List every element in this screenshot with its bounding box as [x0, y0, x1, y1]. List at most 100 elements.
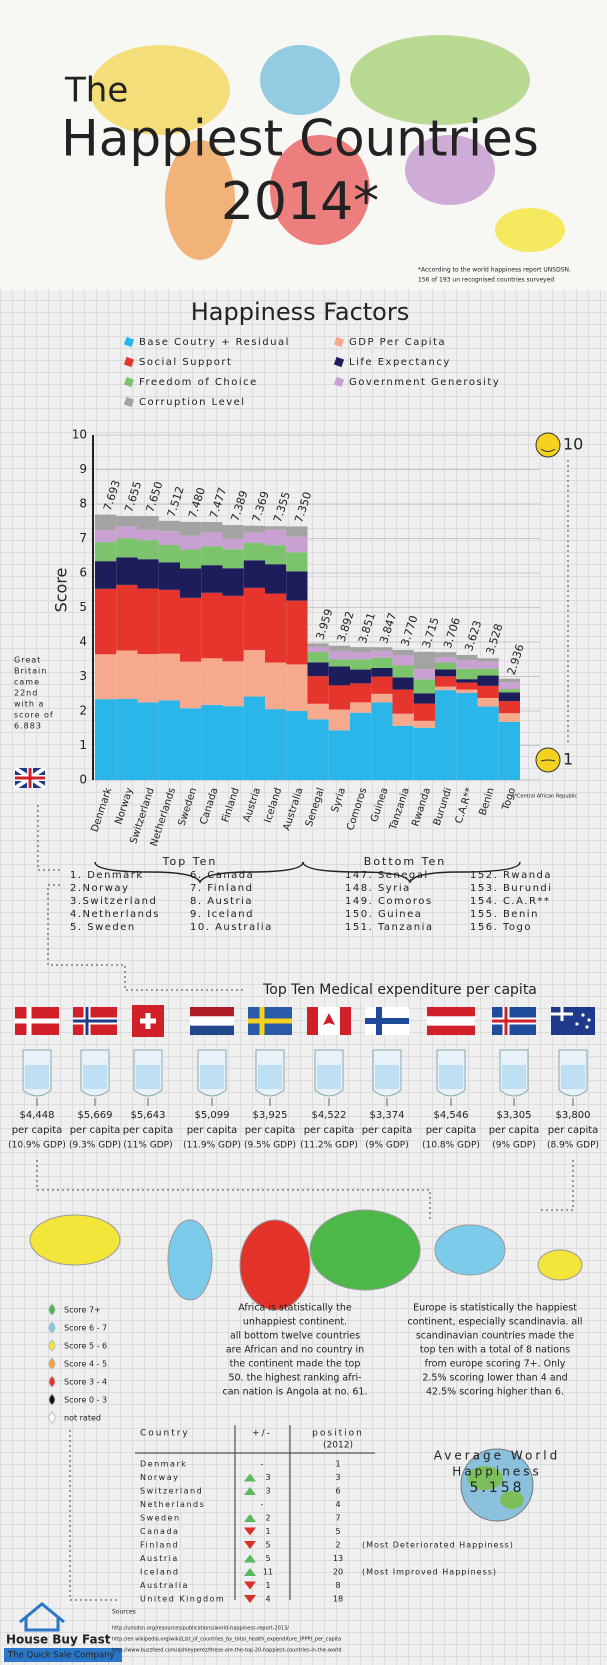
- title-line: 2014*: [221, 172, 379, 232]
- x-tick-label: Australia: [281, 786, 305, 831]
- bar-segment: [158, 562, 180, 590]
- total-label: 3.706: [441, 616, 463, 650]
- table-change: 11: [263, 1568, 273, 1577]
- y-tick-label: 4: [79, 635, 87, 649]
- title-line: The: [64, 71, 128, 111]
- tagline: The Quick Sale Company: [7, 1651, 115, 1661]
- map-legend-label: Score 5 - 6: [64, 1342, 107, 1351]
- flag-cross: [248, 1007, 292, 1035]
- bar-segment: [137, 516, 159, 530]
- bar-segment: [498, 721, 520, 780]
- map-legend-label: Score 3 - 4: [64, 1378, 107, 1387]
- flag-band: [427, 1016, 475, 1026]
- continent: [29, 1214, 121, 1266]
- flag-band: [307, 1007, 318, 1035]
- bar-segment: [456, 668, 478, 680]
- table-country: Denmark: [140, 1460, 187, 1469]
- bar-segment: [350, 683, 372, 703]
- bar-segment: [222, 661, 244, 707]
- brand: House Buy Fast: [6, 1633, 111, 1647]
- bar-segment: [265, 529, 287, 546]
- iv-fluid: [502, 1065, 526, 1089]
- bar-segment: [435, 662, 457, 670]
- table-position: 20: [333, 1568, 343, 1577]
- bar-segment: [435, 690, 457, 780]
- table-country: Sweden: [140, 1514, 181, 1523]
- country-flag: [190, 1007, 234, 1036]
- annotation: came: [14, 678, 40, 687]
- bar-segment: [116, 698, 138, 780]
- list-item: 148. Syria: [345, 883, 411, 894]
- africa-text: Africa is statistically the: [238, 1303, 352, 1314]
- africa-text: 50. the highest ranking afri-: [228, 1373, 361, 1384]
- bar-segment: [137, 559, 159, 589]
- country-flag: [365, 1007, 409, 1035]
- per-capita: per capita: [123, 1125, 174, 1136]
- bar-segment: [95, 588, 117, 655]
- braces: [94, 861, 521, 884]
- total-label: 7.350: [292, 490, 314, 524]
- bar-segment: [137, 702, 159, 780]
- bar-segment: [456, 692, 478, 780]
- table-change: 1: [265, 1581, 270, 1590]
- bar-segment: [201, 658, 223, 705]
- bar-segment: [498, 713, 520, 722]
- list-title: Top Ten: [162, 855, 218, 868]
- bar-segment: [498, 678, 520, 683]
- bar-segment: [328, 645, 350, 651]
- bar-segment: [243, 525, 265, 533]
- iv-fluid: [375, 1065, 399, 1089]
- bar-segment: [158, 589, 180, 654]
- bar-segment: [180, 549, 202, 569]
- bar-segment: [116, 515, 138, 527]
- annotation: **Central African Republic: [512, 794, 577, 800]
- table-position: 8: [335, 1581, 340, 1590]
- annotation: Great: [14, 656, 41, 665]
- bar-segment: [392, 665, 414, 678]
- annotation: Britain: [14, 667, 47, 676]
- x-tick-label: Rwanda: [410, 786, 433, 828]
- table-country: United Kingdom: [140, 1595, 225, 1604]
- bar-segment: [95, 561, 117, 589]
- x-tick-label: Denmark: [90, 786, 115, 833]
- x-tick-label: Comoros: [345, 786, 369, 831]
- x-tick-label: Guinea: [369, 786, 390, 823]
- table-change: 5: [265, 1554, 270, 1563]
- bar-segment: [392, 725, 414, 780]
- title-note: 156 of 193 un recognised countries surve…: [418, 277, 554, 284]
- bar-segment: [498, 689, 520, 693]
- amount: $5,669: [78, 1110, 113, 1121]
- legend-label: Base Coutry + Residual: [139, 337, 290, 348]
- flag-leaf: [323, 1013, 335, 1025]
- legend-label: Life Expectancy: [349, 357, 451, 368]
- amount: $3,925: [253, 1110, 288, 1121]
- bar-segment: [265, 709, 287, 780]
- total-label: 7.355: [271, 490, 293, 524]
- y-axis-label: Score: [52, 568, 71, 613]
- continent: [434, 1224, 506, 1276]
- bar-segment: [498, 692, 520, 702]
- flag-band: [427, 1025, 475, 1036]
- bar-segment: [307, 676, 329, 704]
- bar-segment: [307, 662, 329, 677]
- bar-segment: [328, 730, 350, 780]
- list-item: 10. Australia: [190, 922, 273, 933]
- world-map-decoration: [90, 35, 565, 260]
- iv-fluid: [561, 1065, 585, 1089]
- table-change: -: [261, 1460, 264, 1469]
- bar-segment: [435, 676, 457, 687]
- arrow-up: [244, 1514, 256, 1522]
- europe-text: top ten with a total of 8 nations: [420, 1345, 570, 1356]
- bar-segment: [328, 709, 350, 731]
- smiley-mouth: [540, 759, 556, 762]
- bar-segment: [201, 592, 223, 659]
- bar-segment: [265, 593, 287, 663]
- smiley-mouth: [540, 448, 556, 452]
- bar-segment: [180, 597, 202, 662]
- list-item: 147. Senegal: [345, 870, 429, 881]
- total-label: 7.693: [101, 478, 123, 512]
- bar-segment: [95, 530, 117, 543]
- bar-segment: [477, 706, 499, 780]
- gdp-share: (11.9% GDP): [183, 1141, 241, 1151]
